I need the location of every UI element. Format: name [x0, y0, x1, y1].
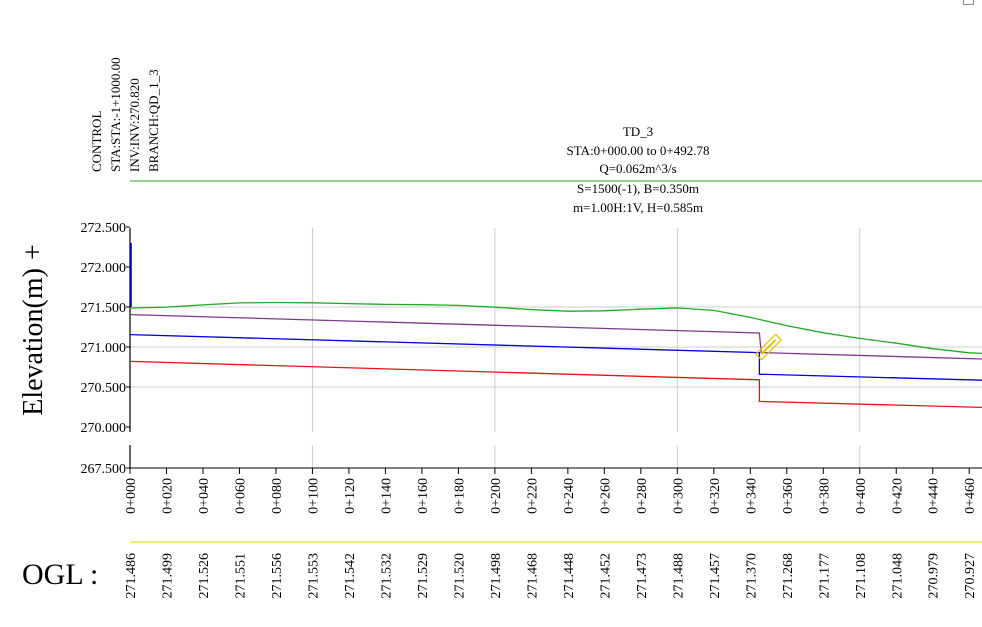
ogl-value: 270.927 [963, 553, 978, 599]
x-tick-label: 0+060 [233, 478, 248, 514]
ogl-value: 271.532 [379, 553, 394, 599]
control-line-text: BRANCH:QD_1_3 [146, 69, 161, 172]
ogl-value: 271.452 [598, 553, 613, 599]
ogl-value: 271.529 [416, 553, 431, 599]
ogl-value: 271.486 [124, 553, 139, 599]
x-tick-label: 0+300 [671, 478, 686, 514]
y-ticks: 272.500 272.000 271.500 271.000 270.500 270.0… [81, 221, 130, 477]
x-tick-label: 0+120 [343, 478, 358, 514]
x-tick-label: 0+220 [525, 478, 540, 514]
x-tick-label: 0+140 [379, 478, 394, 514]
axes [129, 228, 982, 469]
segment-info-line: Q=0.062m^3/s [599, 161, 676, 176]
grid [130, 228, 982, 468]
x-tick-label: 0+160 [416, 478, 431, 514]
x-tick-label: 0+360 [781, 478, 796, 514]
drop-marker-icon [754, 333, 783, 361]
ogl-value: 271.268 [781, 553, 796, 599]
ogl-value: 271.108 [854, 553, 869, 599]
x-tick-label: 0+260 [598, 478, 613, 514]
x-tick-label: 0+440 [927, 478, 942, 514]
ogl-value: 271.553 [306, 553, 321, 599]
y-tick-label: 272.500 [81, 221, 127, 236]
segment-info-line: m=1.00H:1V, H=0.585m [573, 200, 703, 215]
y-tick-label: 270.000 [81, 421, 127, 436]
control-line-text: INV:INV:270.820 [127, 78, 142, 172]
x-tick-label: 0+460 [963, 478, 978, 514]
ogl-value: 271.526 [197, 553, 212, 599]
x-tick-label: 0+200 [489, 478, 504, 514]
series-water [129, 333, 982, 381]
x-tick-label: 0+080 [270, 478, 285, 514]
segment-info-line: S=1500(-1), B=0.350m [577, 181, 699, 196]
segment-info-line: STA:0+000.00 to 0+492.78 [567, 143, 710, 158]
y-tick-label: 271.500 [81, 301, 127, 316]
y-tick-label: 271.000 [81, 341, 127, 356]
y-tick-label: 272.000 [81, 261, 127, 276]
ogl-value: 271.177 [817, 553, 832, 599]
y-axis-label: Elevation(m)+ [18, 244, 49, 416]
resize-handle-icon[interactable] [963, 0, 974, 5]
control-annotation: CONTROL STA:STA:-1+1000.00 INV:INV:270.820… [89, 57, 161, 172]
ogl-value: 271.520 [452, 553, 467, 599]
x-tick-label: 0+420 [890, 478, 905, 514]
ogl-value: 271.542 [343, 553, 358, 599]
x-tick-label: 0+240 [562, 478, 577, 514]
y-tick-label-break: 267.500 [81, 462, 127, 477]
ogl-value: 271.473 [635, 553, 650, 599]
control-line-text: STA:STA:-1+1000.00 [108, 57, 123, 172]
series-invert [129, 360, 982, 409]
drop-marker [754, 333, 783, 361]
segment-info: TD_3 STA:0+000.00 to 0+492.78 Q=0.062m^3/s… [567, 124, 710, 215]
ogl-title: OGL : [22, 558, 98, 591]
x-tick-label: 0+100 [306, 478, 321, 514]
ogl-value: 271.498 [489, 553, 504, 599]
ogl-value: 271.048 [890, 553, 905, 599]
x-tick-label: 0+180 [452, 478, 467, 514]
x-tick-label: 0+000 [124, 478, 139, 514]
ogl-values: 271.486 271.499 271.526 271.551 271.556 271.5… [124, 553, 978, 599]
ogl-value: 271.468 [525, 553, 540, 599]
series [129, 243, 982, 409]
x-tick-label: 0+040 [197, 478, 212, 514]
x-tick-label: 0+320 [708, 478, 723, 514]
marker-box [754, 333, 783, 361]
x-tick-label: 0+020 [160, 478, 175, 514]
y-axis-label-group: Elevation(m)+ [18, 244, 49, 416]
ogl-value: 270.979 [927, 553, 942, 599]
ogl-value: 271.370 [744, 553, 759, 599]
ogl-value: 271.556 [270, 553, 285, 599]
marker-stroke [760, 339, 777, 355]
x-tick-label: 0+340 [744, 478, 759, 514]
x-tick-label: 0+400 [854, 478, 869, 514]
series-ground [129, 301, 982, 355]
ogl-value: 271.457 [708, 553, 723, 599]
x-tick-label: 0+280 [635, 478, 650, 514]
y-tick-label: 270.500 [81, 381, 127, 396]
segment-info-line: TD_3 [623, 124, 653, 139]
ogl-value: 271.488 [671, 553, 686, 599]
ogl-value: 271.551 [233, 553, 248, 599]
x-tick-label: 0+380 [817, 478, 832, 514]
ogl-value: 271.448 [562, 553, 577, 599]
x-ticks: 0+000 0+020 0+040 0+060 0+080 0+100 0+120 0+140… [124, 468, 978, 514]
series-bank [129, 313, 982, 360]
control-line-text: CONTROL [89, 111, 104, 172]
ogl-value: 271.499 [160, 553, 175, 599]
